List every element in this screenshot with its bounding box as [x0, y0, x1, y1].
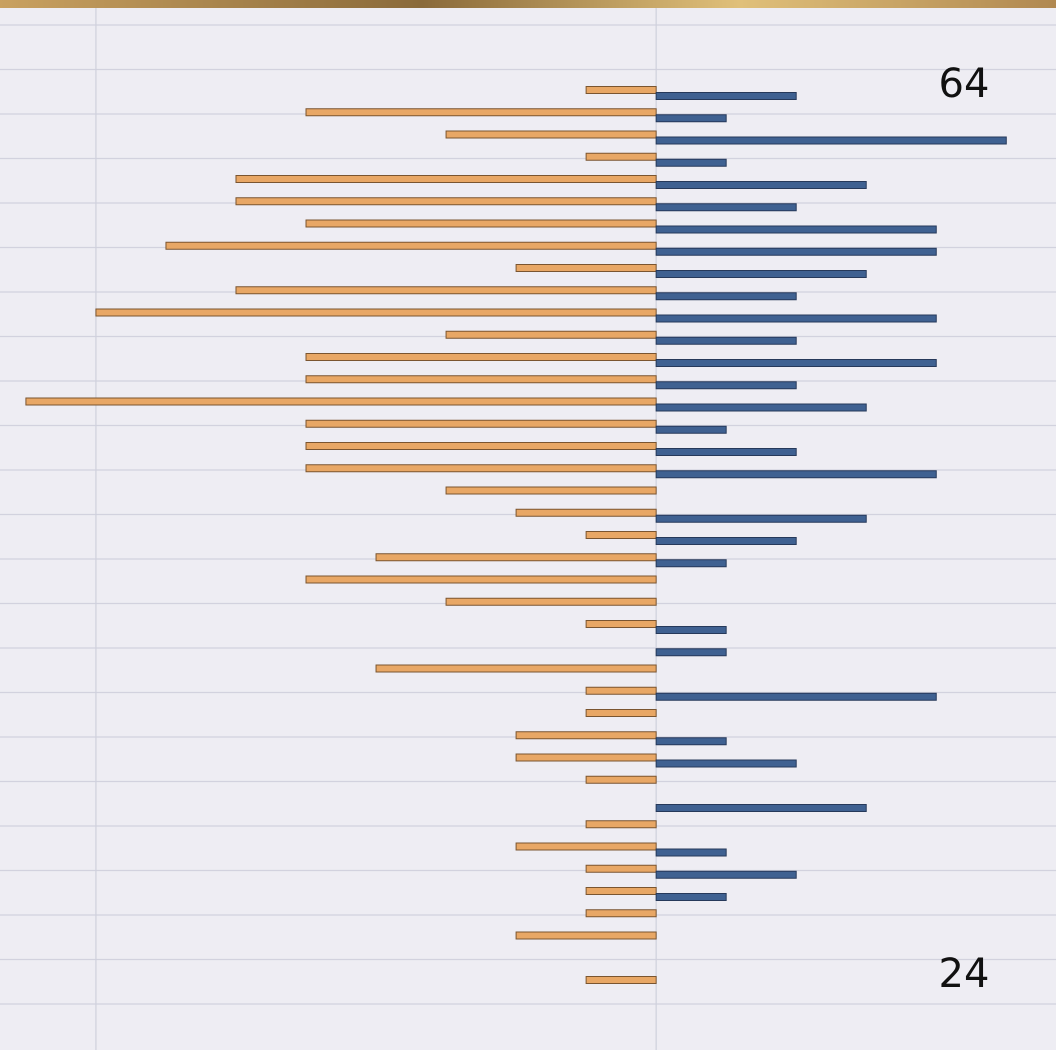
- bar: [515, 842, 657, 851]
- bar: [655, 314, 937, 323]
- bar: [655, 514, 867, 523]
- bar: [585, 864, 657, 873]
- bar: [235, 286, 657, 295]
- bar: [375, 664, 657, 673]
- bar: [655, 92, 797, 100]
- bar: [165, 241, 657, 250]
- bar: [585, 887, 657, 895]
- bar: [95, 308, 657, 317]
- bar: [655, 737, 727, 746]
- bar: [235, 197, 657, 206]
- bar: [305, 464, 657, 473]
- bar: [655, 270, 867, 278]
- bar: [585, 976, 657, 984]
- bar: [655, 359, 937, 367]
- bar: [655, 403, 867, 412]
- bar: [655, 136, 1007, 145]
- bar: [655, 292, 797, 301]
- bar: [585, 686, 657, 695]
- bar: [305, 353, 657, 361]
- bar: [655, 648, 727, 657]
- bar: [655, 114, 727, 123]
- bar: [445, 130, 657, 139]
- bar: [305, 219, 657, 228]
- bar: [445, 486, 657, 495]
- bar: [655, 247, 937, 256]
- bar: [655, 336, 797, 345]
- bar: [445, 597, 657, 606]
- bar: [655, 425, 727, 434]
- bar: [375, 553, 657, 562]
- bar: [305, 442, 657, 450]
- bar: [655, 692, 937, 701]
- bar: [305, 575, 657, 584]
- bar: [305, 108, 657, 117]
- bar: [515, 931, 657, 940]
- bar: [655, 848, 727, 857]
- bar: [655, 759, 797, 768]
- bar: [25, 397, 657, 406]
- bar: [655, 626, 727, 634]
- bar: [515, 753, 657, 762]
- bar: [655, 381, 797, 390]
- category-label: 24: [939, 951, 990, 997]
- bar: [585, 620, 657, 628]
- bar: [655, 225, 937, 234]
- bar: [235, 175, 657, 183]
- bar: [515, 508, 657, 517]
- bar: [655, 181, 867, 189]
- bar: [655, 893, 727, 901]
- bar: [585, 531, 657, 539]
- bar: [585, 775, 657, 784]
- bar: [445, 330, 657, 339]
- bar: [305, 419, 657, 428]
- bar: [515, 264, 657, 272]
- top-strip: [0, 0, 1056, 8]
- bar: [655, 158, 727, 167]
- bar: [305, 375, 657, 384]
- bar: [585, 86, 657, 94]
- bar: [655, 203, 797, 212]
- bar: [655, 537, 797, 545]
- bar: [655, 470, 937, 479]
- bar: [655, 448, 797, 456]
- bar: [585, 909, 657, 918]
- bar: [655, 559, 727, 568]
- bar: [655, 870, 797, 879]
- bar: [585, 709, 657, 717]
- bar: [515, 731, 657, 740]
- category-label: 64: [939, 61, 990, 107]
- bar: [655, 804, 867, 812]
- bar: [585, 820, 657, 829]
- bar: [585, 152, 657, 161]
